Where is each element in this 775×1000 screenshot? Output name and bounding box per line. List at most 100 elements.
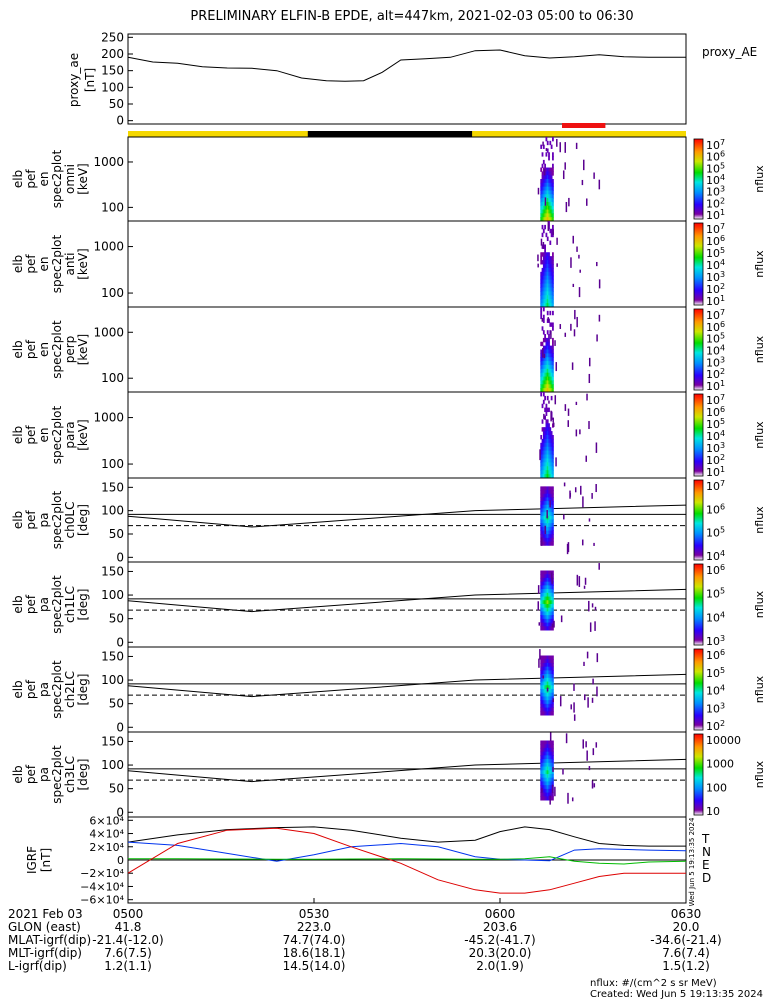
colorbar-tick-label-ch2LC: 102 <box>706 719 725 733</box>
ylabel-omni: [keV] <box>76 163 90 194</box>
sparse-count-mark <box>591 493 593 499</box>
spectrogram-cell <box>548 486 550 491</box>
spectrogram-cell <box>546 526 549 531</box>
spectrogram-cell <box>546 442 549 448</box>
spectrogram-cell <box>552 353 554 358</box>
spectrogram-cell <box>549 762 552 768</box>
spectrogram-cell <box>545 431 548 436</box>
colorbar-tick-label-para: 106 <box>706 405 725 419</box>
spectrogram-cell <box>548 581 550 586</box>
spectrogram-cell <box>550 470 553 475</box>
spectrogram-cell <box>550 474 553 479</box>
ephemeris-row-label: MLT-igrf(dip) <box>8 946 82 960</box>
spectrogram-cell <box>544 190 547 195</box>
spectrogram-cell <box>544 438 547 444</box>
spectrogram-cell <box>542 392 545 397</box>
spectrogram-cell <box>542 611 545 616</box>
spectrogram-cell <box>546 486 549 491</box>
sparse-count-mark <box>586 198 588 206</box>
spectrogram-cell <box>541 777 544 782</box>
spectrogram-cell <box>542 380 545 385</box>
spectrogram-cell <box>550 707 553 712</box>
spectrogram-cell <box>541 762 544 768</box>
spectrogram-cell <box>542 474 545 479</box>
proxy-ae-ytick-label: 150 <box>101 64 124 78</box>
spectrogram-cell <box>542 271 545 277</box>
sparse-count-mark <box>556 237 558 245</box>
spectrogram-cell <box>549 508 552 513</box>
sparse-count-mark <box>588 373 591 384</box>
spectrogram-cell <box>545 345 548 350</box>
spectrogram-cell <box>545 252 548 257</box>
sparse-count-mark <box>591 603 594 608</box>
spectrogram-cell <box>546 523 549 528</box>
spectrogram-cell <box>544 380 547 385</box>
spectrogram-cell <box>540 607 543 612</box>
spectrogram-cell <box>549 497 552 502</box>
spectrogram-cell <box>541 380 544 385</box>
ytick-label-para: 1000 <box>93 411 124 425</box>
spectrogram-cell <box>550 364 553 370</box>
spectrogram-cell <box>549 388 552 393</box>
spectrogram-cell <box>541 454 544 459</box>
spectrogram-cell <box>540 659 543 664</box>
spectrogram-cell <box>550 267 553 273</box>
sparse-count-mark <box>539 449 541 461</box>
sparse-count-mark <box>552 698 555 703</box>
spectrogram-cell <box>544 688 547 694</box>
spectrogram-cell <box>550 287 553 292</box>
spectrogram-cell <box>545 388 548 393</box>
spectrogram-cell <box>545 677 548 683</box>
colorbar-omni <box>693 138 704 220</box>
spectrogram-cell <box>548 740 550 745</box>
spectrogram-cell <box>549 322 552 327</box>
spectrogram-cell <box>542 662 545 668</box>
spectrogram-cell <box>545 303 548 308</box>
spectrogram-cell <box>548 171 550 176</box>
sparse-count-mark <box>583 661 585 666</box>
sparse-count-mark <box>562 170 565 180</box>
spectrogram-cell <box>550 785 553 790</box>
spectrogram-cell <box>549 766 552 771</box>
spectrogram-cell <box>548 744 550 749</box>
spectrogram-cell <box>541 504 544 509</box>
spectrogram-cell <box>548 777 550 782</box>
spectrogram-cell <box>542 615 545 620</box>
spectrogram-cell <box>542 198 545 203</box>
spectrogram-cell <box>545 700 548 705</box>
spectrogram-cell <box>541 615 544 620</box>
spectrogram-cell <box>545 685 548 690</box>
spectrogram-cell <box>544 454 547 459</box>
spectrogram-cell <box>540 252 543 257</box>
spectrogram-cell <box>545 283 548 288</box>
spectrogram-cell <box>545 523 548 528</box>
colorbar-tick-label-para: 107 <box>706 393 725 407</box>
spectrogram-cell <box>552 186 554 191</box>
spectrogram-cell <box>542 299 545 304</box>
spectrogram-cell <box>549 659 552 664</box>
spectrogram-cell <box>550 519 553 524</box>
spectrogram-cell <box>548 504 550 509</box>
spectrogram-cell <box>550 345 553 350</box>
spectrogram-cell <box>549 209 552 214</box>
spectrogram-cell <box>544 574 547 579</box>
spectrogram-cell <box>550 615 553 620</box>
spectrogram-cell <box>540 190 543 195</box>
spectrogram-cell <box>552 271 554 277</box>
spectrogram-cell <box>552 372 554 378</box>
spectrogram-cell <box>546 700 549 705</box>
ylabel-para: [keV] <box>76 419 90 450</box>
igrf-ytick-label: 4×10⁴ <box>89 828 124 841</box>
ephemeris-value: 20.0 <box>673 920 700 934</box>
spectrogram-cell <box>540 577 543 583</box>
sparse-count-mark <box>542 675 544 679</box>
spectrogram-cell <box>540 353 543 358</box>
spectrogram-cell <box>549 515 552 520</box>
sparse-count-mark <box>575 401 578 406</box>
spectrogram-cell <box>552 458 554 463</box>
spectrogram-cell <box>541 179 544 184</box>
spectrogram-cell <box>542 622 545 627</box>
spectrogram-cell <box>548 570 550 575</box>
spectrogram-cell <box>545 777 548 782</box>
spectrogram-cell <box>549 291 552 296</box>
